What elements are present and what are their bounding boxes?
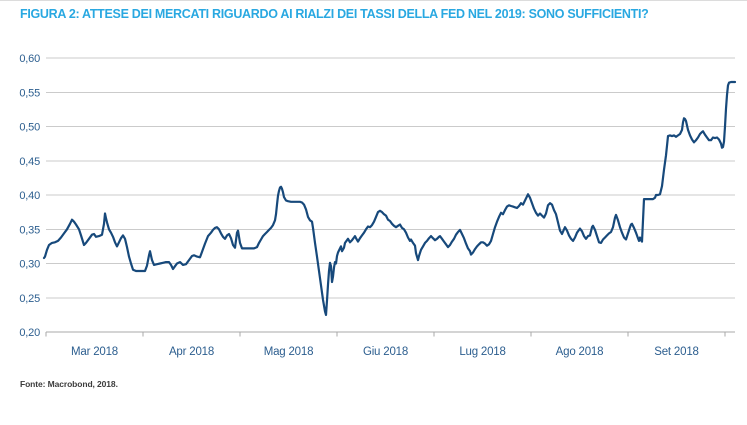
data-series-line — [42, 80, 737, 316]
x-tick-label: Apr 2018 — [169, 346, 214, 358]
x-tick-label: Ago 2018 — [556, 346, 604, 358]
y-tick-label: 0,25 — [19, 293, 40, 305]
x-tick-label: Mar 2018 — [71, 346, 118, 358]
y-tick-label: 0,30 — [19, 259, 40, 271]
y-tick-label: 0,40 — [19, 190, 40, 202]
top-border-rule — [0, 0, 747, 1]
y-tick-label: 0,20 — [19, 327, 40, 339]
source-note: Fonte: Macrobond, 2018. — [20, 379, 118, 389]
x-tick-label: Set 2018 — [654, 346, 698, 358]
y-tick-label: 0,35 — [19, 224, 40, 236]
x-tick-label: Giu 2018 — [363, 346, 408, 358]
y-tick-label: 0,60 — [19, 53, 40, 65]
figure-title: FIGURA 2: ATTESE DEI MERCATI RIGUARDO AI… — [20, 7, 649, 21]
y-tick-label: 0,50 — [19, 122, 40, 134]
y-tick-label: 0,55 — [19, 87, 40, 99]
x-tick-label: Mag 2018 — [264, 346, 314, 358]
x-tick-label: Lug 2018 — [459, 346, 505, 358]
y-tick-label: 0,45 — [19, 156, 40, 168]
